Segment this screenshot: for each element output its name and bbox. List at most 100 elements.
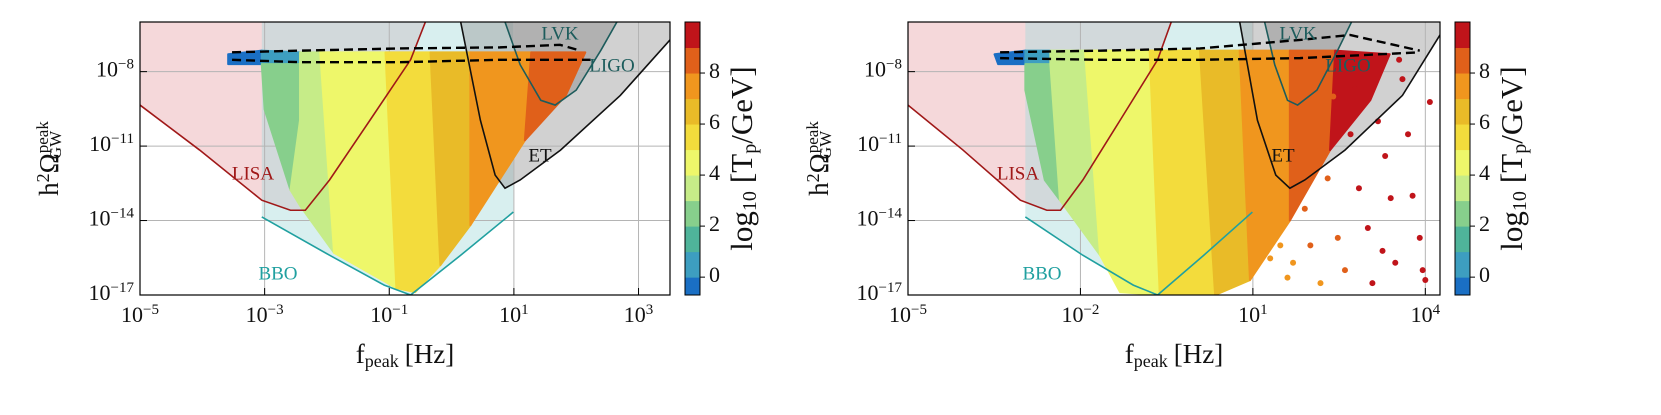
colorbar-tick-label: 6 (709, 109, 720, 134)
colorbar-bin (685, 200, 700, 227)
sensitivity-curve (140, 22, 427, 212)
label-part: 10 (246, 302, 268, 327)
label-part: h (34, 182, 64, 196)
point (1426, 98, 1433, 105)
label-part: −2 (1083, 302, 1099, 318)
label-part: log (724, 211, 759, 251)
label-part: −14 (879, 206, 903, 222)
label-part: 10 (121, 302, 143, 327)
point (1347, 131, 1354, 138)
label-part: /GeV] (1494, 66, 1529, 143)
x-tick-label: 103 (624, 302, 654, 327)
point (1341, 267, 1348, 274)
label-part: [Hz] (1174, 339, 1223, 369)
label-part: 10 (89, 280, 111, 305)
label-part: 10 (864, 57, 886, 82)
label-part: −11 (111, 132, 134, 148)
colorbar-bin (1455, 200, 1470, 227)
colorbar-tick-label: 2 (1479, 211, 1490, 236)
x-tick-label: 101 (1238, 302, 1268, 327)
label-part: −8 (886, 57, 902, 73)
label-part: 10 (857, 206, 879, 231)
x-tick-label: 10−5 (121, 302, 159, 327)
y-tick-label: 10−8 (96, 57, 134, 82)
curve-label: ET (528, 145, 552, 166)
colorbar-bin (1455, 47, 1470, 74)
label-part: −11 (879, 132, 902, 148)
label-part: 10 (1411, 302, 1433, 327)
colorbar-bin (1455, 73, 1470, 100)
point-band (523, 51, 587, 142)
point (1317, 280, 1324, 287)
sensitivity-curve (1263, 22, 1353, 106)
sensitivity-curve (1238, 22, 1440, 190)
colorbar-bin (1455, 124, 1470, 151)
point (1267, 255, 1274, 262)
y-tick-label: 10−17 (89, 280, 135, 305)
colorbar-bin (685, 175, 700, 202)
label-part: −5 (911, 302, 927, 318)
label-part: 1 (521, 302, 529, 318)
colorbar-label: log10 [Tp/GeV] (1494, 66, 1530, 250)
colorbar-bin (685, 124, 700, 151)
colorbar-tick-label: 4 (1479, 160, 1490, 185)
label-part: [T (1494, 154, 1529, 183)
point (1301, 205, 1308, 212)
x-tick-label: 10−1 (370, 302, 408, 327)
label-part: 10 (1061, 302, 1083, 327)
label-part: 1 (1260, 302, 1268, 318)
label-part: 10 (1509, 191, 1531, 211)
colorbar-bin (685, 47, 700, 74)
label-part: −3 (268, 302, 284, 318)
label-part: /GeV] (724, 66, 759, 143)
point-band (1148, 49, 1217, 295)
label-part: −8 (118, 57, 134, 73)
label-part: 10 (1238, 302, 1260, 327)
label-part: GW (46, 130, 65, 159)
point-band (1329, 49, 1391, 152)
sensitivity-curve (1024, 211, 1253, 295)
colorbar-bin (1455, 226, 1470, 253)
label-part: peak (33, 121, 52, 154)
point (1334, 234, 1341, 241)
y-tick-label: 10−11 (857, 131, 902, 156)
label-part: −14 (111, 206, 135, 222)
y-tick-label: 10−14 (857, 206, 903, 231)
colorbar-tick-label: 8 (709, 58, 720, 83)
sensitivity-curve (504, 22, 618, 106)
plot-frame (139, 21, 671, 296)
y-tick-label: 10−17 (857, 280, 903, 305)
colorbar-tick-label: 8 (1479, 58, 1490, 83)
point (1317, 145, 1324, 152)
colorbar-frame (1454, 21, 1471, 296)
colorbar-bin (685, 251, 700, 278)
label-part: 4 (1433, 302, 1441, 318)
point (1405, 131, 1412, 138)
curve-label: LISA (997, 163, 1040, 184)
point-band (1083, 49, 1161, 295)
point (1422, 277, 1429, 284)
label-part: [T (724, 154, 759, 183)
label-part: 3 (646, 302, 654, 318)
label-part: Ω (804, 153, 834, 173)
curve-label: ET (1271, 145, 1295, 166)
label-part: log (1494, 211, 1529, 251)
point (1387, 195, 1394, 202)
colorbar-tick-label: 4 (709, 160, 720, 185)
point (1277, 242, 1284, 249)
label-part: f (356, 339, 365, 369)
curve-label: LVK (1279, 23, 1317, 44)
colorbar-bin (685, 277, 700, 296)
point (1419, 267, 1426, 274)
x-tick-label: 10−3 (246, 302, 284, 327)
label-part: peak (1134, 351, 1168, 371)
y-tick-label: 10−8 (864, 57, 902, 82)
label-part: −1 (392, 302, 408, 318)
label-part: −5 (143, 302, 159, 318)
colorbar-bin (1455, 251, 1470, 278)
x-tick-label: 104 (1411, 302, 1441, 327)
x-axis-label: fpeak [Hz] (356, 339, 454, 370)
sensitivity-curve (908, 22, 1173, 212)
label-part: −17 (879, 280, 903, 296)
